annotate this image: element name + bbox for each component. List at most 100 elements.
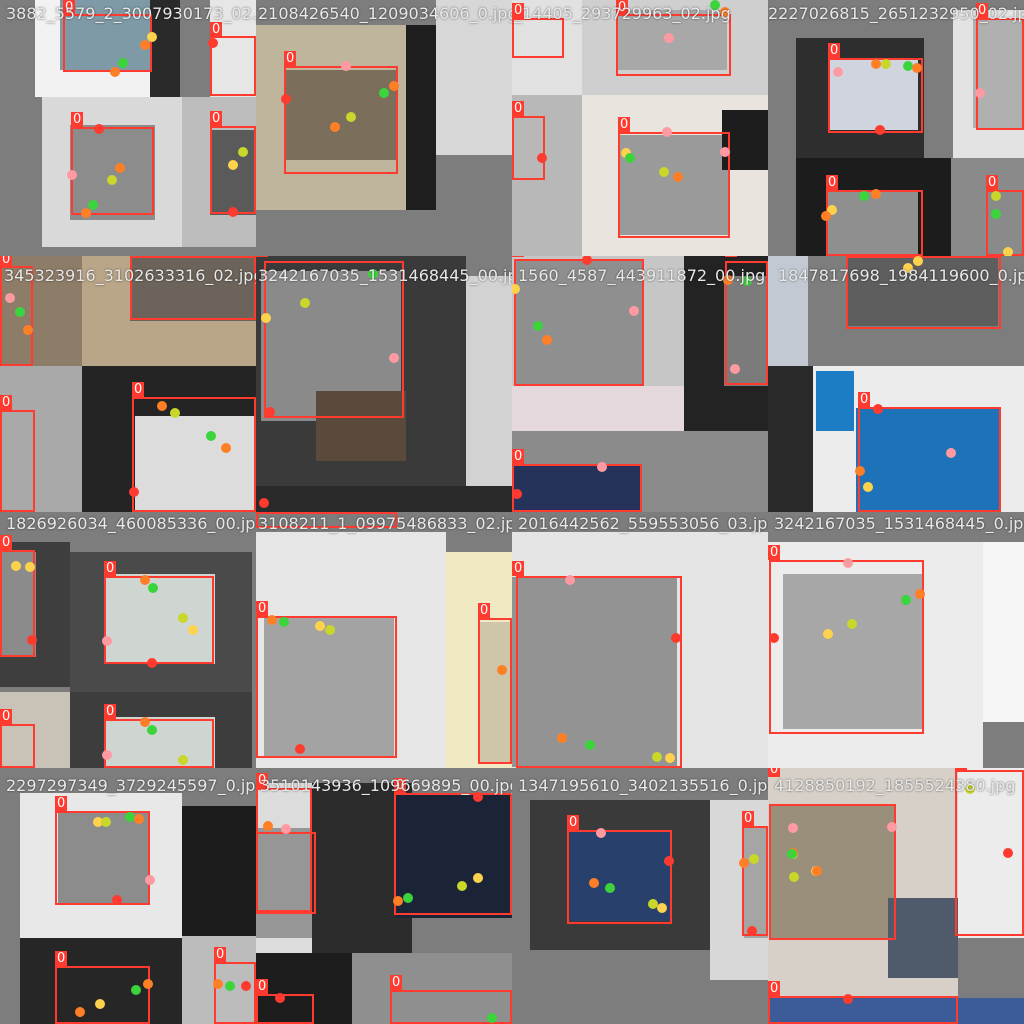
class-label: 0 — [0, 709, 13, 724]
keypoint — [279, 617, 289, 627]
image-patch — [768, 256, 808, 366]
bounding-box — [394, 793, 512, 915]
mosaic-tile: 0 0 1347195610_3402135516_0.jpg — [512, 768, 768, 1024]
image-patch — [210, 130, 256, 215]
image-patch — [130, 256, 256, 321]
class-label: 0 — [986, 175, 999, 190]
keypoint — [497, 665, 507, 675]
keypoint — [147, 725, 157, 735]
image-patch — [828, 190, 918, 256]
class-label: 0 — [512, 561, 525, 576]
keypoint — [341, 61, 351, 71]
image-patch — [396, 793, 512, 918]
keypoint — [228, 160, 238, 170]
class-label: 0 — [768, 768, 781, 777]
image-patch — [620, 135, 730, 235]
keypoint — [730, 364, 740, 374]
keypoint — [812, 866, 822, 876]
class-label: 0 — [394, 778, 407, 793]
keypoint — [827, 205, 837, 215]
keypoint — [101, 817, 111, 827]
keypoint — [881, 59, 891, 69]
keypoint — [747, 926, 757, 936]
image-patch — [478, 622, 512, 762]
keypoint — [843, 558, 853, 568]
image-filename: 1847817698_1984119600_0.jpg — [778, 266, 1024, 285]
class-label: 0 — [256, 601, 269, 616]
bounding-box — [55, 811, 150, 905]
image-patch — [888, 898, 958, 978]
class-label: 0 — [104, 704, 117, 719]
image-patch — [783, 574, 923, 729]
mosaic-tile: 0 0 0 1560_4587_443911872_00.jpg — [512, 256, 768, 512]
image-patch — [256, 953, 352, 1024]
bounding-box — [478, 618, 512, 764]
bounding-box — [0, 266, 33, 366]
keypoint — [148, 583, 158, 593]
keypoint — [178, 613, 188, 623]
bounding-box — [616, 14, 731, 76]
keypoint — [95, 999, 105, 1009]
keypoint — [107, 175, 117, 185]
keypoint — [871, 189, 881, 199]
keypoint — [533, 321, 543, 331]
image-filename: 2016442562_559553056_03.jpg — [518, 514, 768, 533]
bounding-box — [858, 407, 1001, 512]
keypoint — [330, 122, 340, 132]
keypoint — [582, 256, 592, 265]
bounding-box — [516, 576, 682, 768]
image-patch — [264, 617, 394, 757]
keypoint — [665, 753, 675, 763]
class-label: 0 — [210, 22, 223, 37]
keypoint — [749, 854, 759, 864]
class-label: 0 — [55, 951, 68, 966]
keypoint — [81, 208, 91, 218]
keypoint — [589, 878, 599, 888]
keypoint — [821, 211, 831, 221]
keypoint — [281, 824, 291, 834]
keypoint — [789, 872, 799, 882]
keypoint — [300, 298, 310, 308]
keypoint — [473, 792, 483, 802]
image-patch — [105, 574, 215, 664]
mosaic-tile: 0 0 0 0 1826926034_460085336_00.jpg — [0, 512, 256, 768]
class-label: 0 — [828, 43, 841, 58]
keypoint — [118, 58, 128, 68]
keypoint — [512, 284, 520, 294]
bounding-box — [846, 256, 1001, 329]
keypoint — [557, 733, 567, 743]
keypoint — [93, 817, 103, 827]
image-filename: 4128850192_1855524380.jpg — [774, 776, 1016, 795]
bounding-box — [214, 962, 256, 1024]
bounding-box — [512, 464, 642, 512]
keypoint — [67, 170, 77, 180]
keypoint — [315, 621, 325, 631]
bounding-box — [256, 616, 397, 758]
bounding-box — [955, 770, 1024, 936]
keypoint — [871, 59, 881, 69]
image-patch — [512, 386, 684, 431]
image-filename: 345323916_3102633316_02.jpg — [4, 266, 256, 285]
keypoint — [855, 466, 865, 476]
class-label: 0 — [512, 3, 525, 18]
bounding-box — [390, 990, 512, 1024]
class-label: 0 — [826, 175, 839, 190]
image-patch — [856, 408, 1001, 512]
image-patch — [466, 276, 512, 486]
class-label: 0 — [618, 117, 631, 132]
class-label: 0 — [256, 512, 269, 513]
keypoint — [112, 895, 122, 905]
image-filename: 3510143936_109669895_00.jpg — [260, 776, 512, 795]
keypoint — [75, 1007, 85, 1017]
bounding-box — [284, 66, 398, 174]
image-patch — [58, 813, 148, 903]
image-filename: 2227026815_2651232950_02.jpg — [768, 4, 1024, 23]
bounding-box — [512, 116, 545, 180]
keypoint — [903, 263, 913, 273]
image-patch — [70, 125, 155, 220]
keypoint — [275, 993, 285, 1003]
bounding-box — [256, 832, 316, 914]
bounding-box — [256, 512, 397, 528]
keypoint — [739, 858, 749, 868]
